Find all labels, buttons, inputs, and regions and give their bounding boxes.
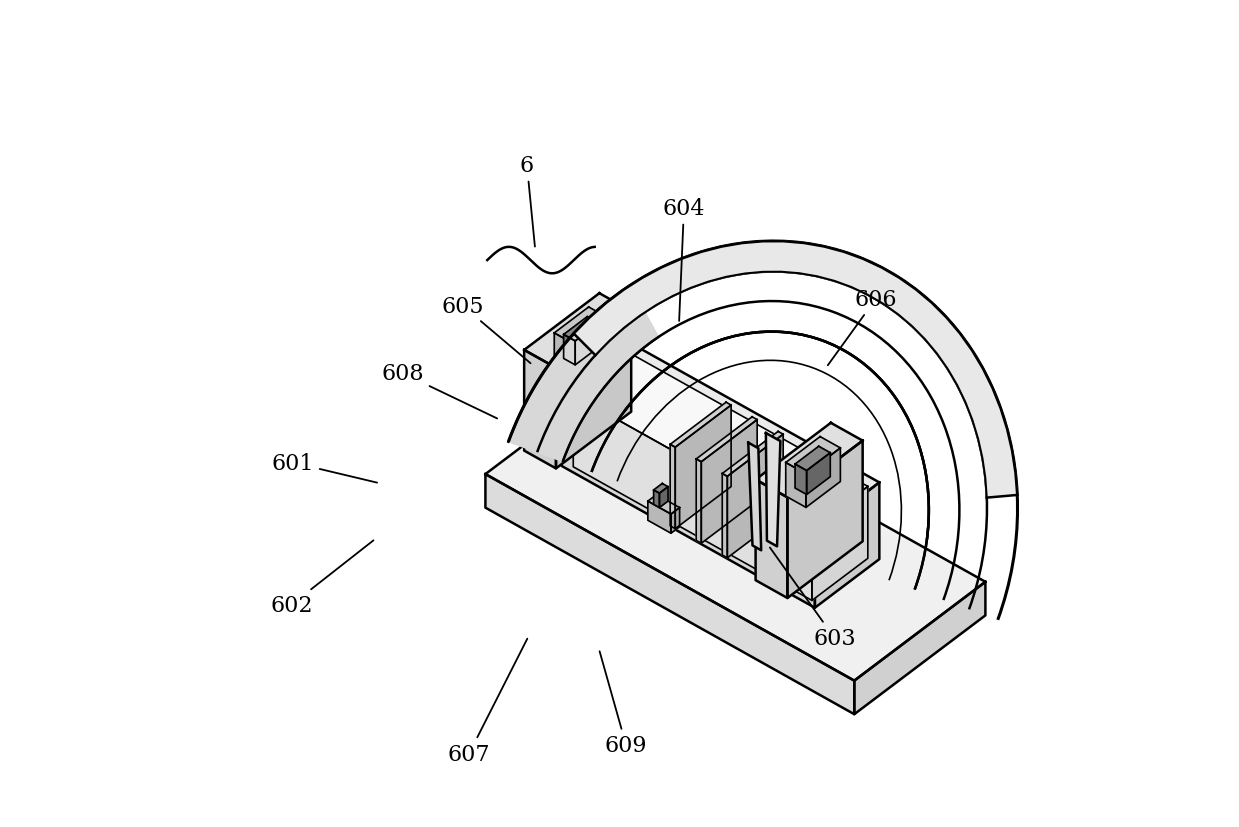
Polygon shape [556,312,631,469]
Polygon shape [524,294,631,368]
Polygon shape [696,459,701,543]
Polygon shape [786,437,840,474]
Polygon shape [672,508,680,533]
Polygon shape [675,405,731,529]
Polygon shape [654,484,668,494]
Text: 605: 605 [441,295,530,364]
Polygon shape [748,443,761,551]
Polygon shape [554,333,575,378]
Polygon shape [795,447,830,471]
Text: 604: 604 [663,198,705,322]
Polygon shape [574,353,867,529]
Text: 608: 608 [382,363,497,419]
Polygon shape [575,323,598,366]
Polygon shape [486,475,855,715]
Polygon shape [766,433,781,547]
Polygon shape [561,342,880,532]
Polygon shape [756,423,862,498]
Polygon shape [574,395,812,600]
Polygon shape [648,501,672,533]
Polygon shape [701,420,757,543]
Text: 603: 603 [769,547,856,649]
Polygon shape [486,375,985,681]
Polygon shape [508,286,659,462]
Polygon shape [807,453,830,495]
Text: 6: 6 [520,155,535,247]
Polygon shape [788,441,862,598]
Text: 606: 606 [828,289,897,366]
Polygon shape [564,318,598,342]
Text: 601: 601 [271,452,377,483]
Polygon shape [564,335,575,366]
Polygon shape [659,487,668,508]
Polygon shape [756,480,788,598]
Polygon shape [722,474,727,558]
Text: 609: 609 [600,652,647,757]
Polygon shape [654,490,659,508]
Polygon shape [807,448,840,508]
Polygon shape [795,465,807,495]
Polygon shape [727,435,783,558]
Polygon shape [524,351,556,469]
Polygon shape [696,418,757,462]
Polygon shape [786,463,807,508]
Polygon shape [812,487,867,600]
Polygon shape [554,308,608,345]
Polygon shape [561,390,815,608]
Polygon shape [575,319,608,378]
Polygon shape [722,432,783,477]
Text: 607: 607 [447,639,528,765]
Polygon shape [855,582,985,715]
Polygon shape [815,483,880,608]
Polygon shape [574,242,1017,498]
Polygon shape [648,495,680,514]
Text: 602: 602 [270,541,373,616]
Polygon shape [670,445,675,529]
Polygon shape [670,403,731,447]
